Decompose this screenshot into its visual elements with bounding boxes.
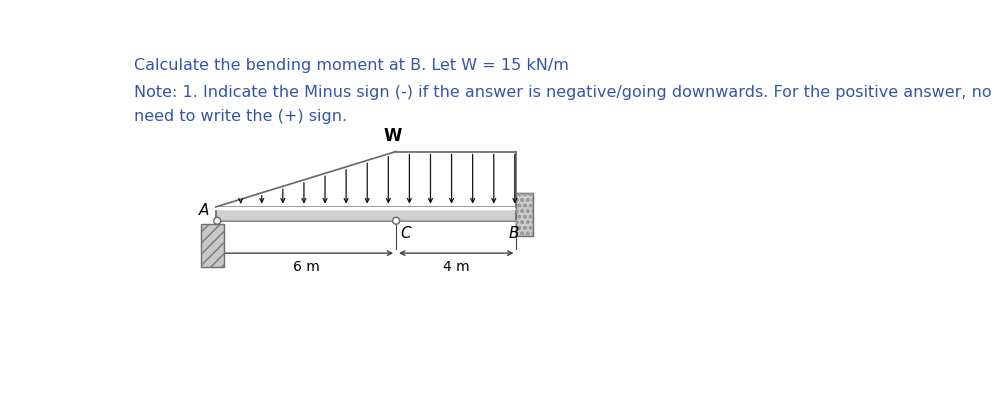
Text: W: W (383, 127, 402, 145)
Text: 6 m: 6 m (292, 260, 319, 274)
Bar (201, 224, 224, 267)
Text: A: A (199, 203, 209, 218)
Text: C: C (400, 226, 411, 241)
Circle shape (214, 217, 221, 224)
Text: Calculate the bending moment at B. Let W = 15 kN/m: Calculate the bending moment at B. Let W… (134, 58, 570, 73)
Text: Note: 1. Indicate the Minus sign (-) if the answer is negative/going downwards. : Note: 1. Indicate the Minus sign (-) if … (134, 85, 992, 100)
Text: 4 m: 4 m (443, 260, 469, 274)
Text: B: B (509, 226, 519, 241)
Bar (216, 207, 517, 221)
Bar (201, 224, 224, 267)
Circle shape (393, 217, 400, 224)
Text: need to write the (+) sign.: need to write the (+) sign. (134, 109, 348, 124)
Bar (517, 194, 534, 236)
Bar (517, 194, 534, 236)
